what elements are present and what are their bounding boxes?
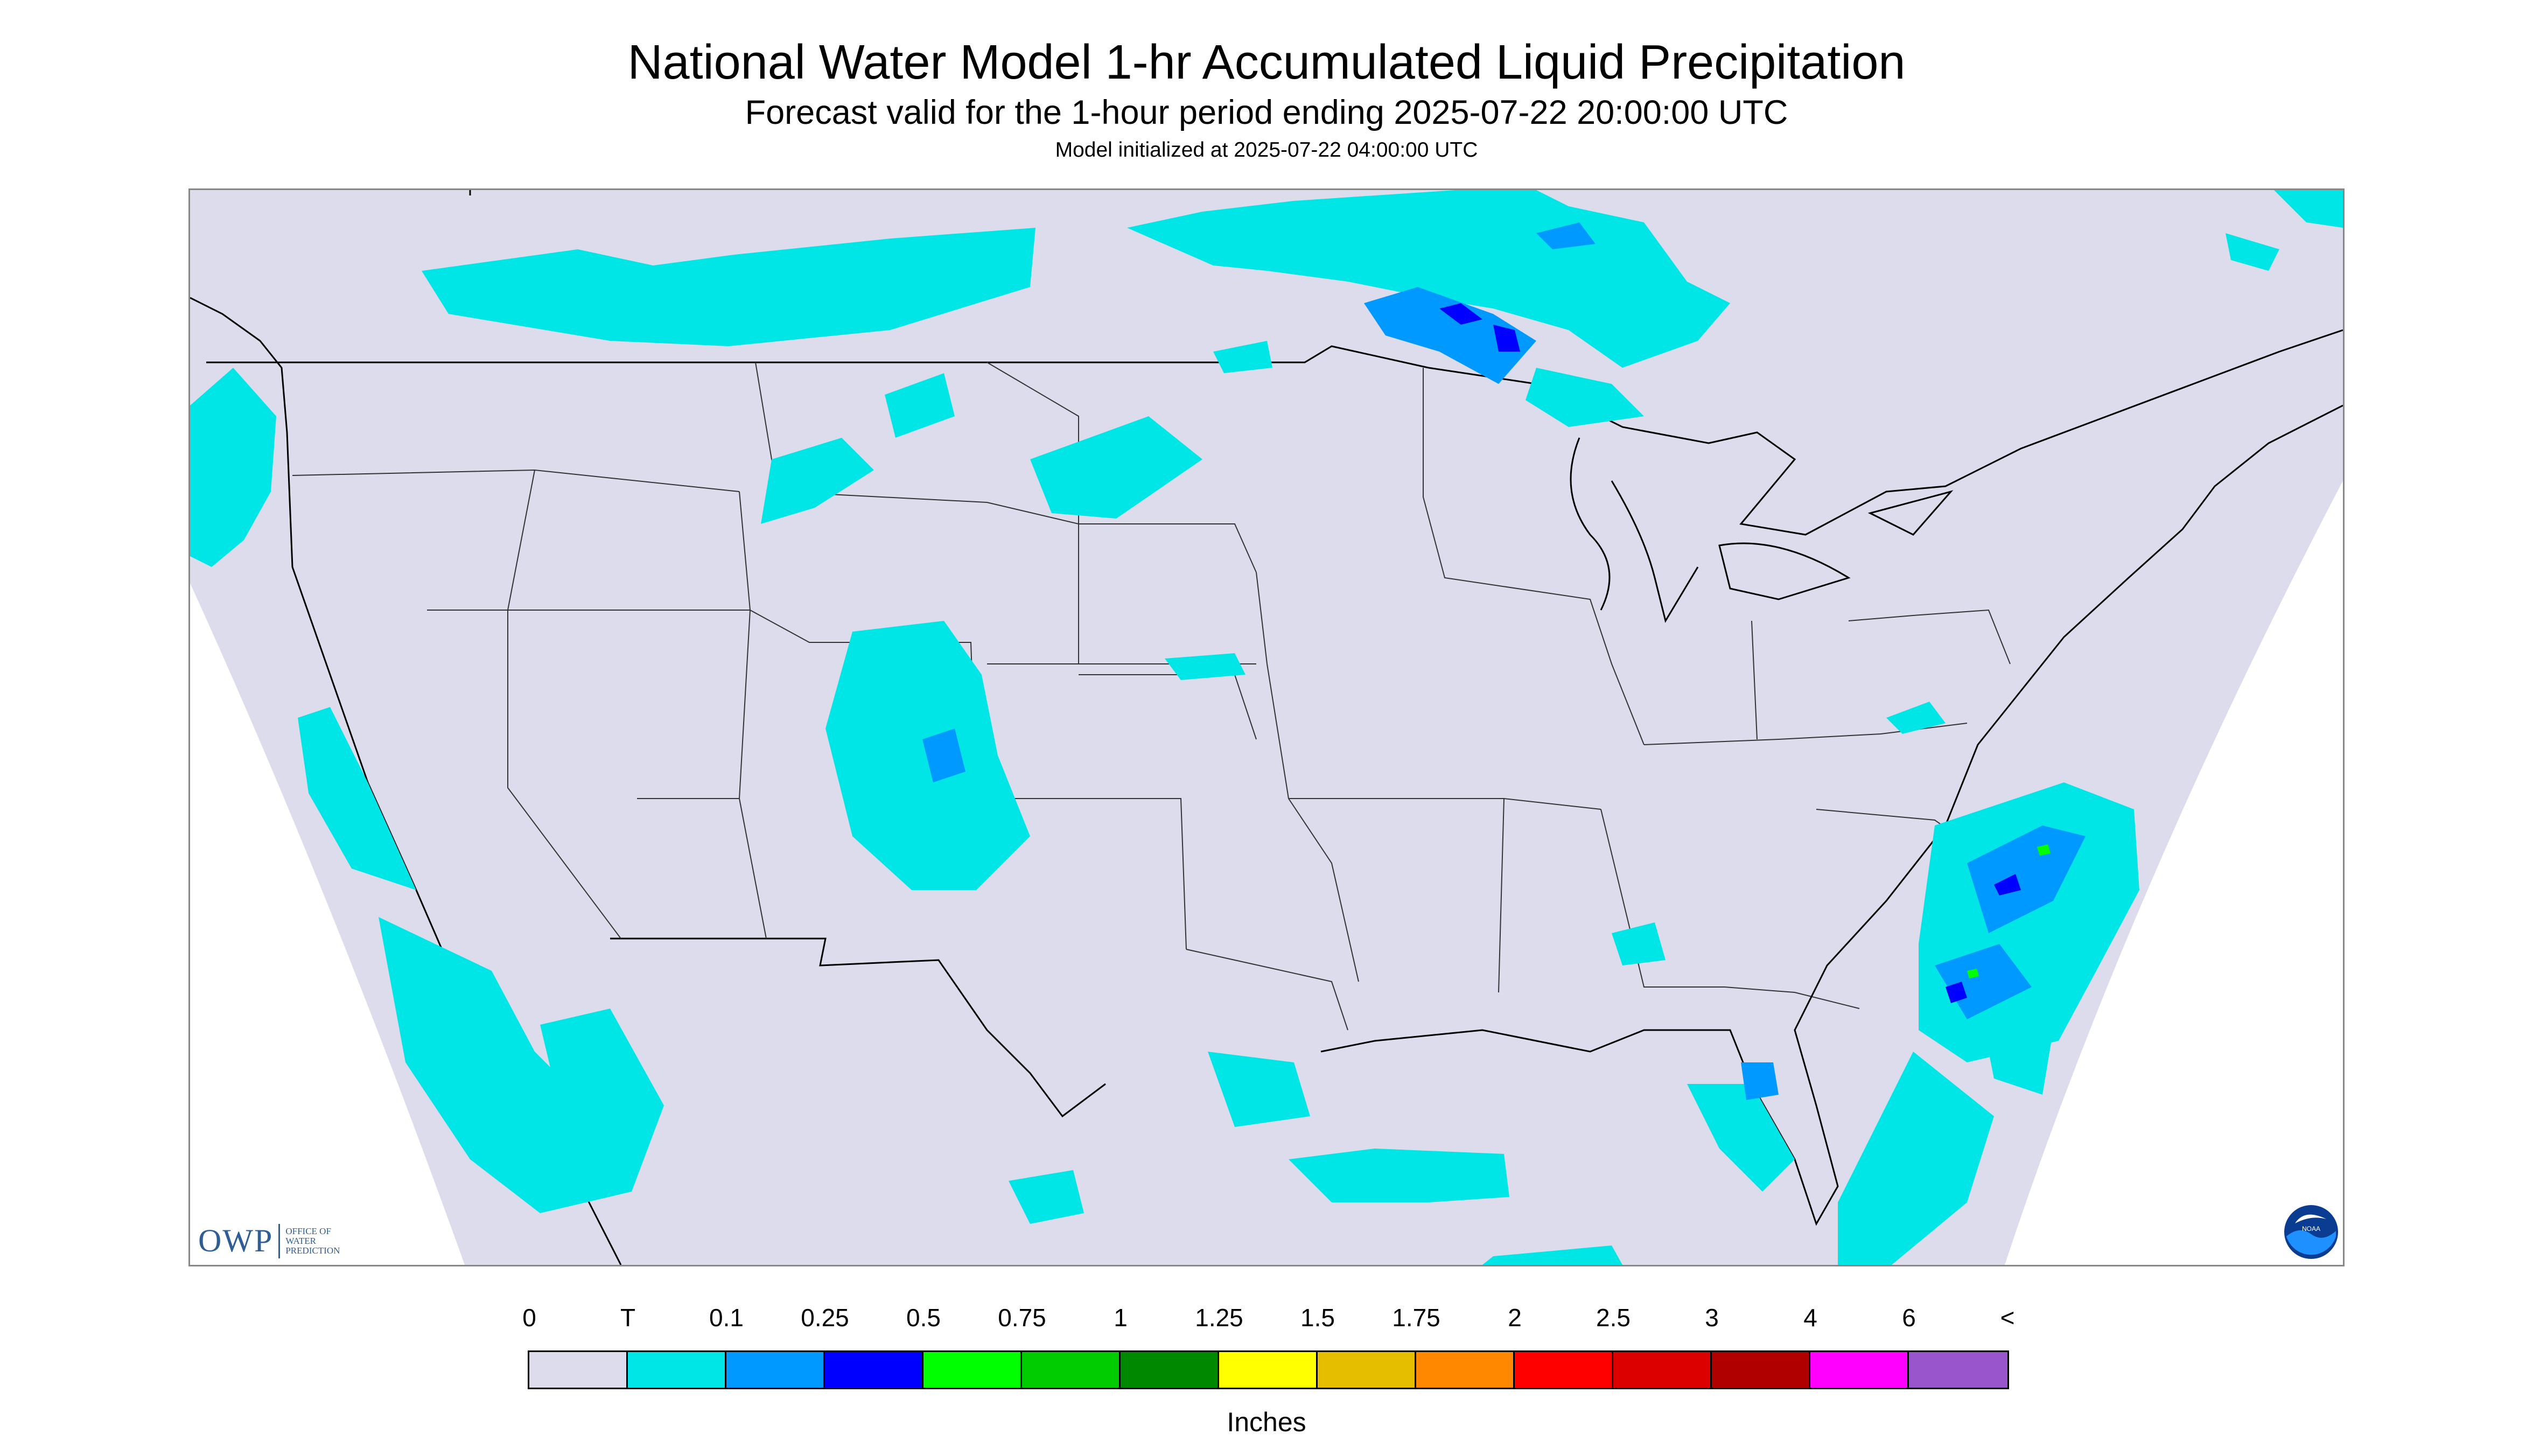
legend-swatch	[726, 1352, 825, 1388]
legend-tick-label: <	[2000, 1304, 2015, 1332]
legend-swatch	[1022, 1352, 1121, 1388]
owp-mark: OWP	[198, 1223, 274, 1258]
legend-swatch	[1318, 1352, 1416, 1388]
legend-swatch	[628, 1352, 726, 1388]
legend-swatch	[1613, 1352, 1712, 1388]
legend-swatch	[923, 1352, 1022, 1388]
legend-swatch	[825, 1352, 923, 1388]
model-init-text: Model initialized at 2025-07-22 04:00:00…	[1055, 138, 1478, 162]
legend-tick-label: 0.25	[801, 1304, 849, 1332]
legend-tick-label: 1.5	[1300, 1304, 1335, 1332]
legend-units: Inches	[1227, 1407, 1306, 1437]
legend-swatch	[1810, 1352, 1909, 1388]
legend-labels: 0 T 0.1 0.25 0.5 0.75 1 1.25 1.5 1.75 2 2.5 3 4 6 <	[0, 1303, 2533, 1335]
legend-tick-label: 3	[1705, 1304, 1719, 1332]
legend-swatch	[1712, 1352, 1810, 1388]
legend-tick-label: 0.5	[906, 1304, 941, 1332]
map-canvas	[190, 190, 2343, 1265]
legend-swatch	[1121, 1352, 1219, 1388]
legend-tick-label: 4	[1803, 1304, 1817, 1332]
legend-colorbar	[528, 1350, 2009, 1389]
legend-swatch	[1909, 1352, 2007, 1388]
legend-tick-label: 2.5	[1596, 1304, 1631, 1332]
owp-text-line3: PREDICTION	[285, 1245, 340, 1256]
legend-tick-label: 1.25	[1195, 1304, 1243, 1332]
legend-tick-label: 2	[1508, 1304, 1522, 1332]
legend-tick-label: 1	[1114, 1304, 1128, 1332]
map-title: National Water Model 1-hr Accumulated Li…	[627, 36, 1906, 89]
owp-separator	[278, 1223, 281, 1258]
legend-swatch	[1219, 1352, 1318, 1388]
noaa-logo-text: NOAA	[2302, 1225, 2320, 1233]
legend-tick-label: 0.1	[709, 1304, 744, 1332]
owp-text-line2: WATER	[285, 1235, 317, 1246]
legend-tick-label: 6	[1902, 1304, 1916, 1332]
precipitation-map[interactable]	[188, 188, 2345, 1266]
legend-swatch	[1515, 1352, 1613, 1388]
legend-tick-label: T	[620, 1304, 636, 1332]
model-domain	[190, 190, 2343, 1265]
legend-tick-label: 0.75	[998, 1304, 1046, 1332]
precip-moderate	[1439, 303, 2021, 1003]
legend-tick-label: 1.75	[1392, 1304, 1440, 1332]
legend-swatch	[1416, 1352, 1515, 1388]
map-subtitle: Forecast valid for the 1-hour period end…	[745, 94, 1788, 131]
precip-light	[922, 222, 2086, 1100]
owp-logo: OWP OFFICE OF WATER PREDICTION	[198, 1222, 340, 1259]
owp-text: OFFICE OF WATER PREDICTION	[285, 1226, 340, 1256]
legend-tick-label: 0	[522, 1304, 536, 1332]
owp-text-line1: OFFICE OF	[285, 1226, 331, 1236]
noaa-logo-icon: NOAA	[2284, 1205, 2338, 1259]
precip-heavy	[1967, 844, 2051, 978]
legend-swatch	[529, 1352, 628, 1388]
